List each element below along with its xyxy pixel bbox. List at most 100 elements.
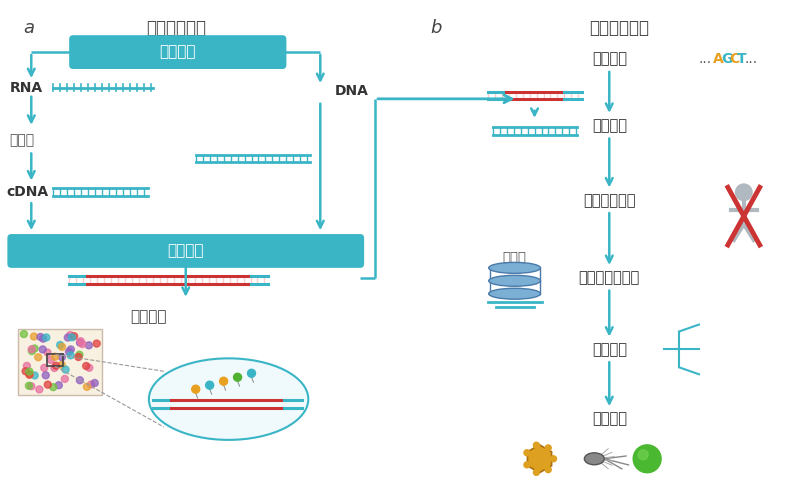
Circle shape [86,365,93,371]
Circle shape [44,381,51,388]
Circle shape [37,334,44,341]
Circle shape [28,346,35,353]
Circle shape [67,352,74,359]
Circle shape [220,377,228,385]
Circle shape [69,334,75,341]
Circle shape [53,362,59,369]
Circle shape [30,333,38,340]
Circle shape [26,371,33,378]
Circle shape [28,347,35,355]
Circle shape [633,445,661,473]
Circle shape [83,383,90,391]
Circle shape [64,334,71,341]
Text: ...: ... [699,52,712,66]
Circle shape [206,381,214,389]
Circle shape [58,354,66,361]
Circle shape [546,445,551,451]
Circle shape [57,342,64,348]
Text: 报告解读: 报告解读 [592,412,626,426]
Circle shape [62,366,69,373]
Circle shape [66,332,74,339]
Circle shape [34,354,42,361]
Circle shape [47,356,54,364]
Ellipse shape [584,453,604,465]
Text: C: C [729,52,739,66]
Circle shape [70,333,78,340]
Circle shape [66,348,73,355]
Circle shape [234,373,242,381]
Circle shape [546,466,551,473]
Circle shape [39,346,46,353]
Circle shape [21,331,27,338]
Circle shape [79,341,86,347]
Ellipse shape [489,288,541,299]
Circle shape [41,365,48,371]
Circle shape [91,380,98,387]
Circle shape [22,368,29,375]
Circle shape [31,345,38,352]
Circle shape [192,385,200,393]
Text: 文库构建: 文库构建 [167,244,204,258]
Circle shape [23,363,30,369]
Circle shape [42,372,50,379]
Circle shape [77,339,83,346]
Circle shape [67,346,74,353]
Circle shape [524,450,530,456]
Circle shape [534,442,539,448]
Text: 参考数据库比对: 参考数据库比对 [578,270,640,285]
Circle shape [55,382,62,389]
Text: 反转录: 反转录 [10,134,34,147]
Text: ...: ... [745,52,758,66]
Circle shape [86,342,92,349]
Text: G: G [721,52,732,66]
Circle shape [26,368,33,375]
Text: DNA: DNA [335,84,369,98]
Ellipse shape [149,358,308,440]
Text: 种属鉴定: 种属鉴定 [592,342,626,357]
Text: 序列分析流程: 序列分析流程 [590,19,650,37]
Circle shape [735,183,753,201]
Circle shape [87,381,94,388]
Text: cDNA: cDNA [6,185,49,199]
Text: 测序实验流程: 测序实验流程 [146,19,206,37]
Circle shape [58,343,66,350]
Circle shape [75,353,82,361]
Text: 碱基识别: 碱基识别 [592,51,626,67]
Text: 上机测序: 上机测序 [130,310,167,325]
Circle shape [58,361,66,368]
Text: b: b [430,19,442,37]
Text: 数据质控: 数据质控 [592,118,626,133]
Text: 数据库: 数据库 [502,251,526,265]
Circle shape [638,450,648,460]
Circle shape [247,369,255,377]
Text: A: A [713,52,724,66]
Circle shape [62,375,68,382]
Text: a: a [23,19,34,37]
Ellipse shape [489,263,541,273]
Circle shape [40,335,46,342]
Circle shape [77,377,83,384]
Bar [47,354,63,367]
Circle shape [26,382,33,389]
Circle shape [94,340,100,347]
Text: 核酸提取: 核酸提取 [159,45,196,60]
Circle shape [44,349,51,356]
Text: T: T [737,52,746,66]
Circle shape [28,383,35,390]
Circle shape [36,386,43,393]
Text: 去除人源宿主: 去除人源宿主 [583,193,635,208]
Text: RNA: RNA [10,81,42,95]
Circle shape [51,365,58,371]
Circle shape [50,384,57,391]
Circle shape [82,363,90,369]
Circle shape [76,351,83,358]
FancyBboxPatch shape [18,328,102,395]
Circle shape [78,338,84,344]
Circle shape [550,456,557,462]
FancyBboxPatch shape [7,234,364,268]
Ellipse shape [489,275,541,286]
FancyBboxPatch shape [69,35,286,69]
Circle shape [43,334,50,341]
Circle shape [26,371,33,378]
Circle shape [31,372,38,379]
